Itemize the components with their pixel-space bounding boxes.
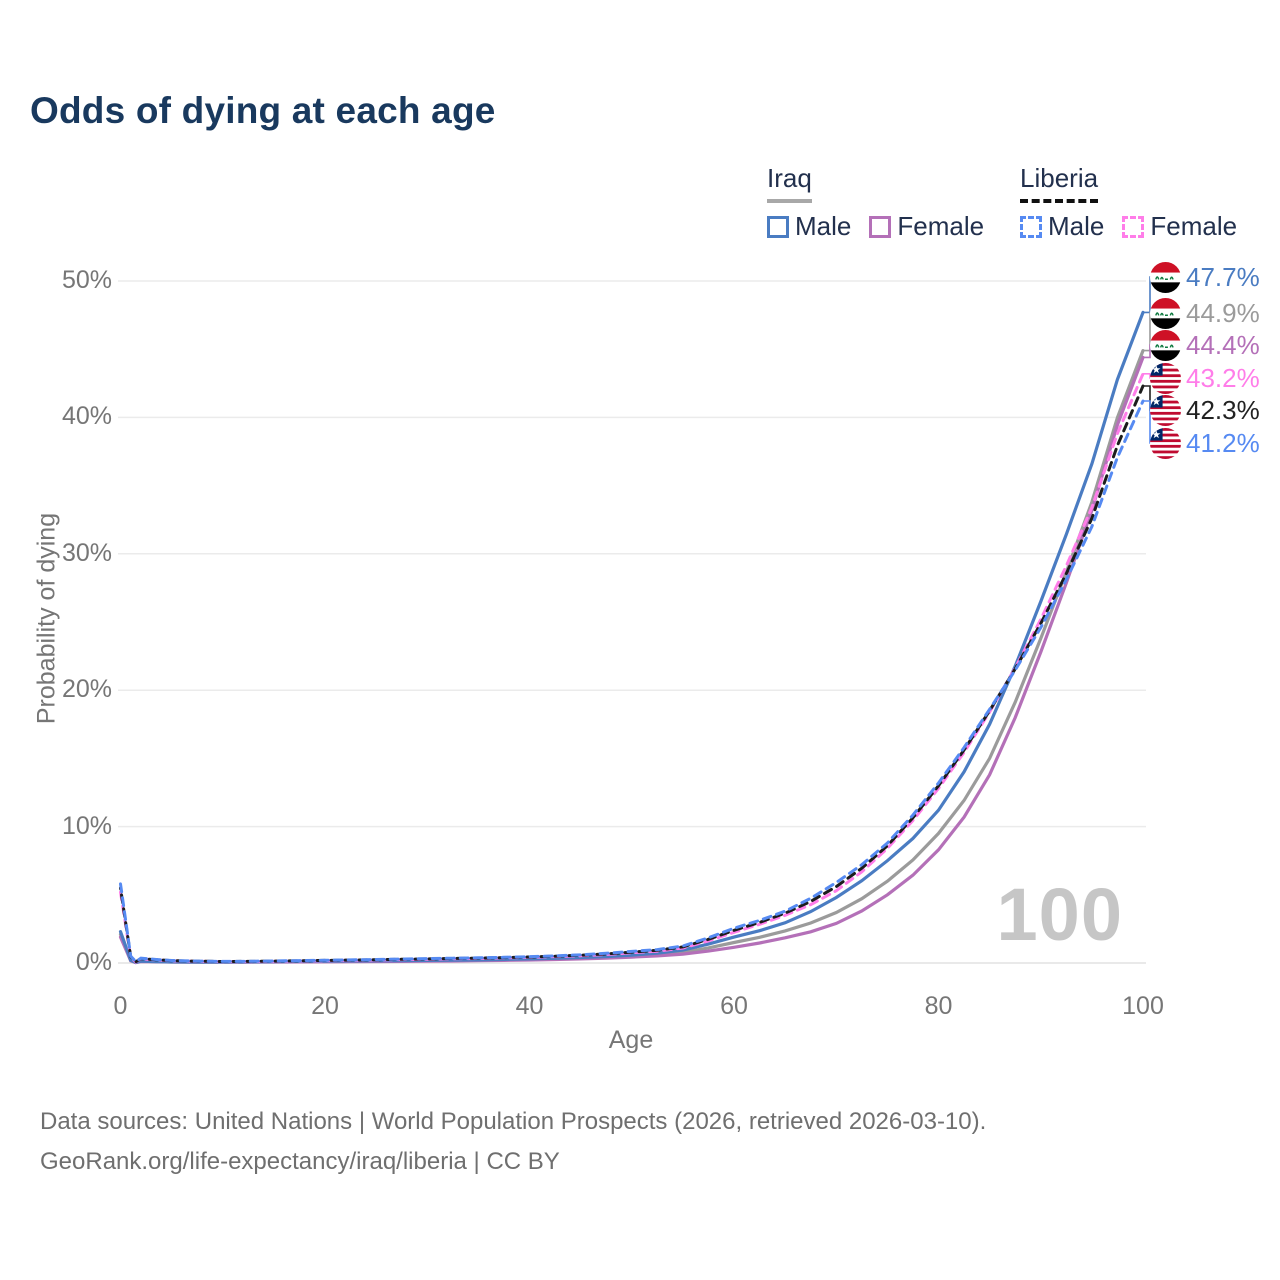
x-tick-label: 20	[311, 992, 339, 1020]
iraq-flag-icon	[1150, 329, 1181, 361]
legend-country-liberia: Liberia	[1020, 163, 1099, 203]
legend-item-liberia-female: Female	[1122, 211, 1237, 242]
x-axis-title: Age	[608, 1026, 654, 1054]
liberia-male-swatch-icon	[1020, 215, 1042, 238]
end-label-liberia-female: 43.2%	[1150, 362, 1260, 394]
series-line-liberia-male	[119, 399, 1145, 964]
age-counter-watermark: 100	[996, 873, 1123, 956]
end-label-liberia-male: 41.2%	[1150, 427, 1260, 459]
iraq-male-swatch-icon	[767, 215, 789, 238]
x-tick-label: 80	[924, 992, 953, 1020]
y-tick-label: 0%	[75, 948, 112, 976]
attribution-text: GeoRank.org/life-expectancy/iraq/liberia…	[40, 1148, 560, 1175]
y-tick-label: 10%	[61, 811, 112, 840]
x-tick-label: 100	[1122, 992, 1164, 1020]
end-label-liberia-total: 42.3%	[1150, 394, 1260, 426]
legend-item-iraq-female: Female	[869, 211, 984, 242]
iraq-flag-icon	[1150, 261, 1181, 293]
chart-title: Odds of dying at each age	[30, 90, 496, 131]
y-tick-label: 50%	[61, 266, 112, 294]
legend-item-iraq-male: Male	[767, 211, 851, 242]
legend-item-liberia-male: Male	[1020, 211, 1104, 242]
legend-group-liberia: Liberia Male Female	[1020, 163, 1237, 242]
x-tick-label: 60	[720, 992, 748, 1020]
series-line-iraq-male	[118, 310, 1145, 965]
iraq-flag-icon	[1150, 297, 1181, 329]
y-tick-label: 40%	[61, 402, 112, 431]
x-tick-label: 0	[113, 992, 128, 1020]
liberia-flag-icon	[1150, 362, 1181, 394]
y-tick-label: 30%	[61, 538, 112, 567]
series-line-iraq-total	[118, 349, 1145, 965]
iraq-female-swatch-icon	[869, 215, 892, 238]
x-tick-label: 40	[515, 992, 544, 1020]
data-sources-text: Data sources: United Nations | World Pop…	[40, 1108, 987, 1135]
end-label-iraq-male: 47.7%	[1150, 261, 1260, 293]
legend-group-iraq: Iraq Male Female	[767, 163, 984, 242]
liberia-female-swatch-icon	[1122, 215, 1145, 238]
y-tick-label: 20%	[61, 675, 112, 704]
end-label-iraq-female: 44.4%	[1150, 329, 1260, 361]
liberia-flag-icon	[1150, 394, 1181, 426]
end-label-iraq-total: 44.9%	[1150, 297, 1260, 329]
liberia-flag-icon	[1150, 427, 1181, 459]
legend-country-iraq: Iraq	[767, 163, 812, 203]
